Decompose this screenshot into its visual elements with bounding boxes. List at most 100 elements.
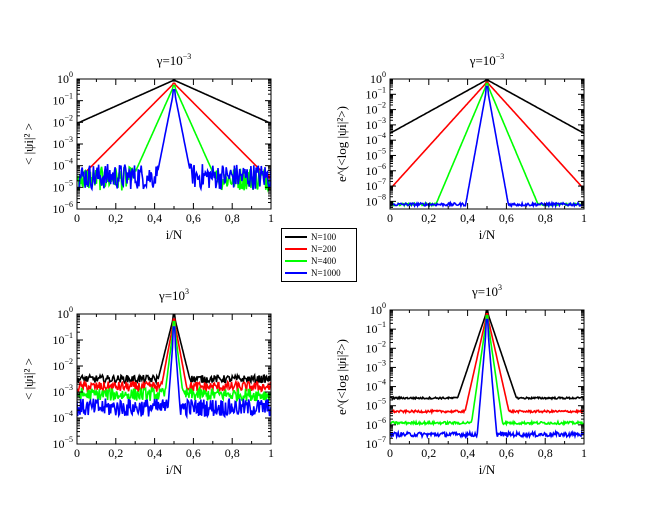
x-tick-label: 0,6: [186, 211, 201, 225]
x-tick-label: 0: [387, 211, 393, 225]
x-tick-label: 1: [268, 446, 274, 460]
legend-item: N=100: [285, 231, 353, 243]
y-tick-label: 10−2: [365, 339, 386, 355]
x-tick-label: 0,6: [499, 211, 514, 225]
series-line-n200: [77, 82, 271, 182]
x-tick-label: 0,2: [421, 211, 436, 225]
series-line-n100: [77, 314, 271, 386]
series-line-n1000: [77, 326, 271, 420]
series-line-n200: [390, 312, 584, 415]
legend-swatch-n200: [285, 248, 307, 250]
y-tick-label: 10−1: [365, 320, 386, 336]
y-tick-label: 10−4: [52, 409, 73, 425]
y-tick-label: 10−6: [365, 416, 386, 432]
x-axis-label: i/N: [166, 227, 183, 242]
y-tick-label: 10−3: [52, 135, 73, 151]
x-tick-label: 1: [268, 211, 274, 225]
y-tick-label: 10−5: [52, 435, 73, 451]
y-tick-label: 10−2: [52, 357, 73, 373]
x-tick-label: 0,4: [147, 211, 162, 225]
y-tick-label: 10−5: [365, 397, 386, 413]
x-tick-label: 0: [74, 446, 80, 460]
y-tick-label: 100: [370, 301, 386, 317]
series-line-n400: [77, 320, 271, 404]
x-axis-label: i/N: [479, 227, 496, 242]
x-tick-label: 0,6: [499, 446, 514, 460]
legend-label: N=400: [311, 256, 337, 266]
y-tick-label: 10−7: [365, 177, 386, 193]
x-tick-label: 0,8: [225, 446, 240, 460]
x-tick-label: 0,8: [225, 211, 240, 225]
x-tick-label: 0,8: [538, 446, 553, 460]
y-tick-label: 10−3: [52, 383, 73, 399]
x-tick-label: 0,2: [421, 446, 436, 460]
legend-item: N=200: [285, 243, 353, 255]
y-tick-label: 10−2: [52, 113, 73, 129]
legend-swatch-n1000: [285, 272, 307, 274]
chart-panel-1: 0 0,2 0,4 0,6 0,8 1 10−6 10−5 10−4 10−3 10−2 10−1 10…: [21, 52, 274, 242]
plot-frame: [76, 78, 272, 210]
x-tick-label: 0: [74, 211, 80, 225]
y-tick-label: 10−4: [52, 157, 73, 173]
x-tick-label: 0,2: [108, 446, 123, 460]
chart-panel-2: 0 0,2 0,4 0,6 0,8 110−810−710−610−510−410−310…: [334, 52, 587, 242]
x-tick-label: 0,4: [460, 211, 475, 225]
x-tick-label: 1: [581, 446, 587, 460]
series-line-n400: [390, 82, 584, 208]
legend-label: N=1000: [311, 268, 341, 278]
y-axis-label: e^(<log |ψi|²>): [334, 106, 349, 182]
y-tick-label: 10−8: [365, 192, 386, 208]
y-tick-label: 10−5: [52, 178, 73, 194]
series-line-n200: [390, 81, 584, 190]
x-tick-label: 0,8: [538, 211, 553, 225]
y-tick-label: 10−2: [365, 101, 386, 117]
y-tick-label: 100: [57, 70, 73, 86]
y-axis-label: e^(<log |ψi|²>): [334, 339, 349, 415]
x-tick-label: 1: [581, 211, 587, 225]
legend-item: N=1000: [285, 267, 353, 279]
y-tick-label: 100: [370, 70, 386, 86]
x-tick-label: 0,4: [147, 446, 162, 460]
x-axis-label: i/N: [166, 462, 183, 477]
series-line-n100: [390, 79, 584, 134]
panel-title: γ=103: [158, 287, 189, 303]
y-axis-label: < |ψi|² >: [21, 123, 36, 165]
y-tick-label: 10−7: [365, 435, 386, 451]
legend-label: N=200: [311, 244, 337, 254]
panel-title: γ=10−3: [469, 52, 505, 68]
x-tick-label: 0,6: [186, 446, 201, 460]
series-line-n100: [77, 79, 271, 125]
chart-panel-3: 0 0,2 0,4 0,6 0,8 1 10−5 10−4 10−3 10−2 10−1 100 γ=1…: [21, 287, 274, 477]
series-line-n1000: [390, 85, 584, 209]
series-line-n100: [390, 310, 584, 401]
y-tick-label: 10−1: [52, 331, 73, 347]
y-tick-label: 100: [57, 305, 73, 321]
y-tick-label: 10−5: [365, 146, 386, 162]
series-line-n1000: [390, 318, 584, 440]
chart-panel-4: 0 0,2 0,4 0,6 0,8 1 10−7 10−6 10−5 10−4 10−3 10−2 10…: [334, 283, 587, 477]
y-tick-label: 10−3: [365, 116, 386, 132]
panel-title: γ=10−3: [156, 52, 192, 68]
y-axis-label: < |ψi|² >: [21, 358, 36, 400]
x-axis-label: i/N: [479, 462, 496, 477]
legend-swatch-n400: [285, 260, 307, 262]
x-tick-label: 0,4: [460, 446, 475, 460]
y-tick-label: 10−6: [365, 162, 386, 178]
y-tick-label: 10−4: [365, 378, 386, 394]
y-tick-label: 10−1: [365, 85, 386, 101]
legend-label: N=100: [311, 232, 337, 242]
y-tick-label: 10−4: [365, 131, 386, 147]
panel-title: γ=103: [471, 283, 502, 299]
legend: N=100 N=200 N=400 N=1000: [281, 228, 357, 282]
y-tick-label: 10−1: [52, 92, 73, 108]
x-tick-label: 0: [387, 446, 393, 460]
series-line-n1000: [77, 89, 271, 192]
plot-frame: [389, 78, 585, 210]
x-tick-label: 0,2: [108, 211, 123, 225]
y-tick-label: 10−3: [365, 358, 386, 374]
legend-swatch-n100: [285, 236, 307, 238]
series-line-n400: [390, 314, 584, 427]
legend-item: N=400: [285, 255, 353, 267]
y-tick-label: 10−6: [52, 200, 73, 216]
